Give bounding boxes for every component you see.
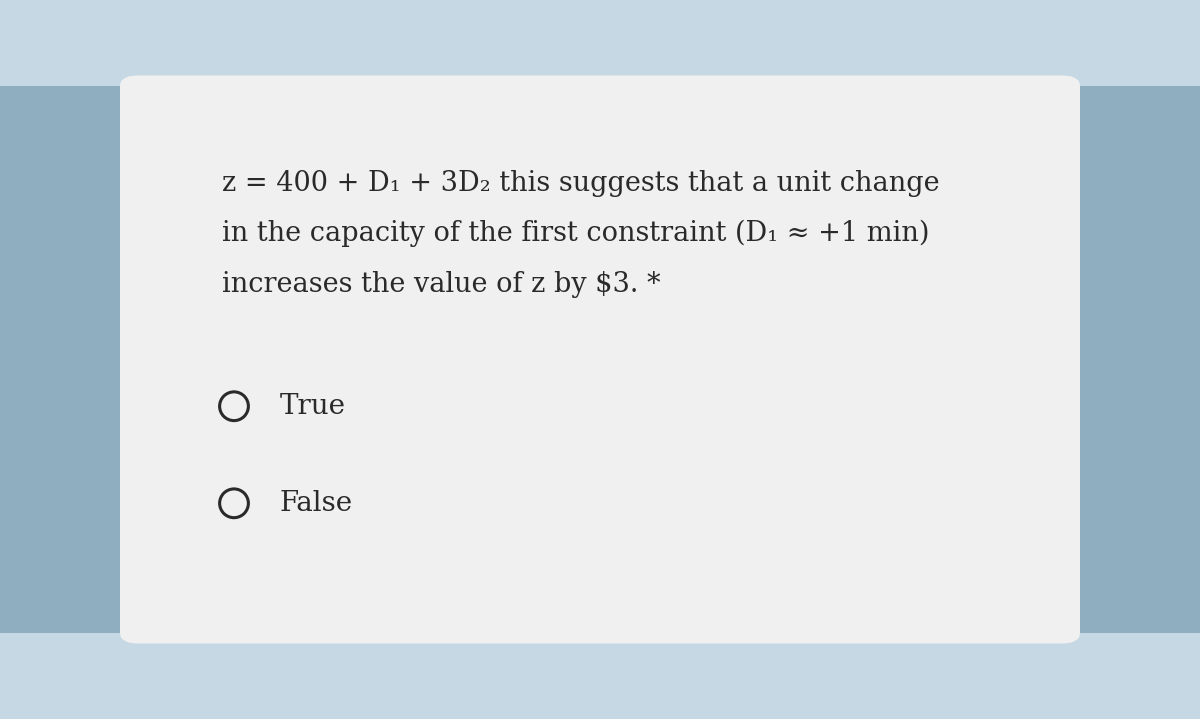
Text: z = 400 + D₁ + 3D₂ this suggests that a unit change: z = 400 + D₁ + 3D₂ this suggests that a … — [222, 170, 940, 197]
Text: False: False — [280, 490, 353, 517]
FancyBboxPatch shape — [0, 633, 1200, 719]
Text: in the capacity of the first constraint (D₁ ≈ +1 min): in the capacity of the first constraint … — [222, 220, 930, 247]
FancyBboxPatch shape — [0, 0, 1200, 86]
Text: increases the value of z by $3. *: increases the value of z by $3. * — [222, 270, 661, 298]
FancyBboxPatch shape — [120, 75, 1080, 644]
Text: True: True — [280, 393, 346, 420]
